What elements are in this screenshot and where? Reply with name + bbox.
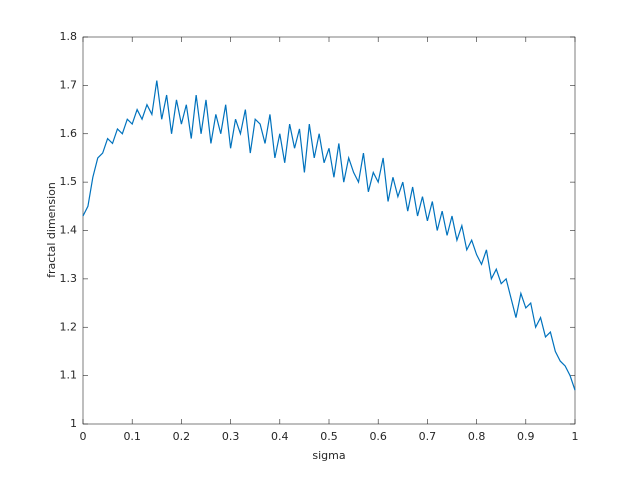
x-tick-label: 0.5 <box>320 430 338 443</box>
x-tick-label: 0.3 <box>222 430 240 443</box>
y-tick-label: 1.8 <box>60 30 78 43</box>
y-tick-label: 1.6 <box>60 127 78 140</box>
y-tick-label: 1.3 <box>60 272 78 285</box>
y-tick-label: 1.1 <box>60 369 78 382</box>
x-tick-label: 0.1 <box>123 430 141 443</box>
x-tick-label: 1 <box>572 430 579 443</box>
x-tick-label: 0.7 <box>419 430 437 443</box>
y-tick-label: 1.5 <box>60 175 78 188</box>
y-tick-label: 1 <box>70 417 77 430</box>
x-tick-label: 0.2 <box>173 430 191 443</box>
data-line <box>82 80 576 391</box>
x-tick-label: 0.4 <box>271 430 289 443</box>
y-tick-label: 1.2 <box>60 320 78 333</box>
x-tick-label: 0.8 <box>468 430 486 443</box>
x-tick-label: 0.6 <box>369 430 387 443</box>
y-tick-label: 1.7 <box>60 78 78 91</box>
y-tick-label: 1.4 <box>60 224 78 237</box>
x-tick-label: 0.9 <box>517 430 535 443</box>
x-axis-label: sigma <box>312 449 345 462</box>
axes-box <box>82 36 576 425</box>
x-tick-label: 0 <box>80 430 87 443</box>
y-axis-label: fractal dimension <box>45 182 58 278</box>
